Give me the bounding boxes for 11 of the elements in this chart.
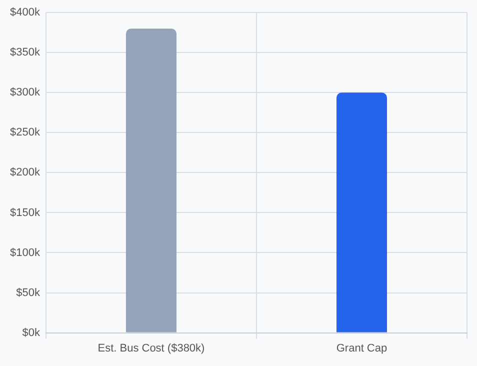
x-tick-label: Grant Cap <box>336 342 388 354</box>
y-tick-label: $0k <box>22 326 40 339</box>
y-tick-label: $100k <box>10 246 40 259</box>
x-tick-label: Est. Bus Cost ($380k) <box>98 342 205 354</box>
y-tick-label: $400k <box>10 6 40 19</box>
y-tick-label: $350k <box>10 46 40 59</box>
y-tick-label: $300k <box>10 86 40 99</box>
y-tick-label: $150k <box>10 206 40 219</box>
y-tick-label: $200k <box>10 166 40 179</box>
y-tick-label: $250k <box>10 126 40 139</box>
y-tick-label: $50k <box>16 286 40 299</box>
